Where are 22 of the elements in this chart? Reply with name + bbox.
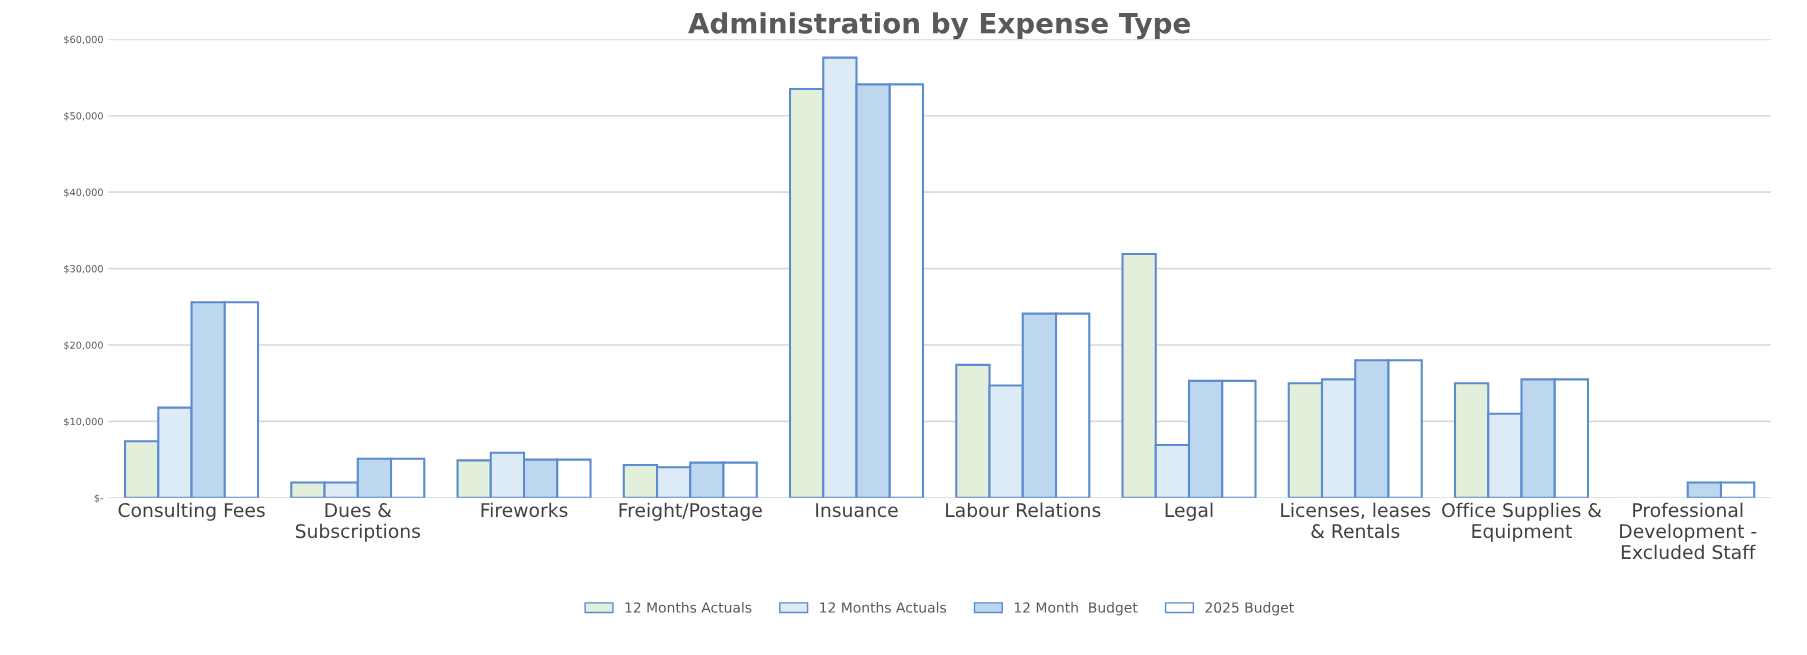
legend-label: 2025 Budget — [1205, 602, 1294, 616]
y-tick-label: $50,000 — [64, 112, 103, 121]
x-tick-label: Professional Development - Excluded Staff — [1620, 502, 1757, 560]
y-tick-label: $10,000 — [64, 417, 103, 427]
y-tick-label: $60,000 — [64, 35, 103, 45]
chart-title: Administration by Expense Type — [688, 12, 1190, 40]
x-tick-label: Licenses, leases & Rentals — [1281, 502, 1431, 539]
legend-label: 12 Months Actuals — [625, 602, 752, 613]
x-tick-label: Fireworks — [481, 502, 568, 518]
x-tick-label: Freight/Postage — [619, 502, 762, 521]
y-tick-label: $20,000 — [64, 341, 103, 351]
x-tick-label: Insuance — [816, 503, 898, 518]
legend-label: 12 Months Actuals — [820, 602, 947, 613]
x-tick-label: Consulting Fees — [118, 502, 265, 521]
x-tick-label: Dues & Subscriptions — [295, 502, 421, 542]
x-tick-label: Legal — [1165, 502, 1213, 521]
y-tick-label: $40,000 — [64, 188, 103, 198]
x-tick-label: Labour Relations — [946, 502, 1101, 518]
x-tick-label: Office Supplies & Equipment — [1442, 502, 1602, 542]
y-tick-label: $30,000 — [64, 264, 103, 274]
legend-label: 12 Month Budget — [1014, 602, 1138, 616]
y-tick-label: $- — [94, 494, 104, 503]
